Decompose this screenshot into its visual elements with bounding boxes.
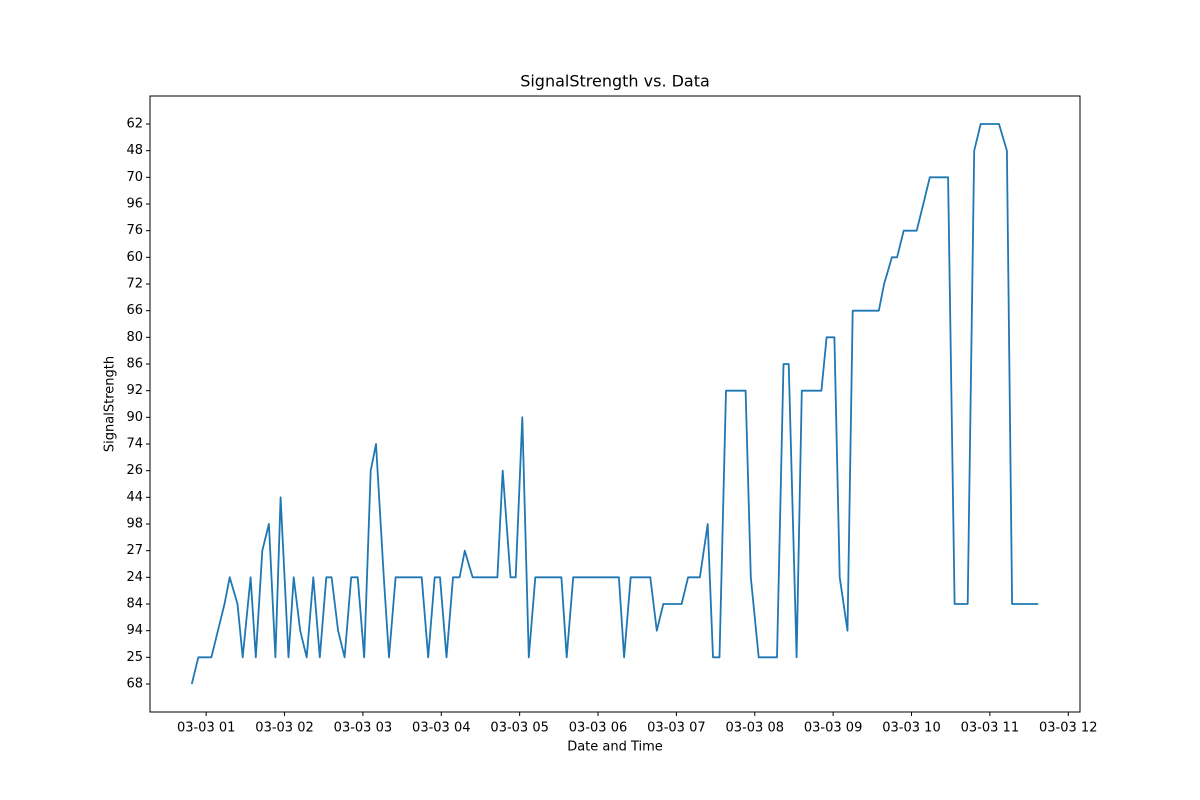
x-tick-label: 03-03 06 [569,721,627,736]
y-tick-label: 25 [126,650,143,665]
y-tick-label: 86 [126,357,143,372]
y-tick-label: 92 [126,383,143,398]
y-tick-label: 44 [126,490,143,505]
y-tick-label: 72 [126,277,143,292]
y-tick-label: 48 [126,143,143,158]
x-tick-label: 03-03 05 [490,721,548,736]
x-tick-label: 03-03 07 [647,721,705,736]
x-tick-label: 03-03 01 [177,721,235,736]
x-tick-label: 03-03 11 [961,721,1019,736]
y-tick-label: 62 [126,117,143,132]
y-tick-label: 76 [126,223,143,238]
x-tick-label: 03-03 08 [726,721,784,736]
y-tick-label: 98 [126,517,143,532]
y-tick-label: 74 [126,437,143,452]
y-tick-label: 70 [126,170,143,185]
y-axis-label: SignalStrength [103,356,118,452]
y-tick-label: 96 [126,197,143,212]
y-tick-label: 24 [126,570,143,585]
x-tick-label: 03-03 12 [1039,721,1097,736]
y-tick-label: 90 [126,410,143,425]
x-tick-label: 03-03 02 [255,721,313,736]
y-tick-label: 60 [126,250,143,265]
y-tick-label: 66 [126,303,143,318]
chart-title: SignalStrength vs. Data [520,72,710,91]
y-tick-label: 80 [126,330,143,345]
y-tick-label: 68 [126,677,143,692]
x-axis-label: Date and Time [567,740,663,755]
x-tick-label: 03-03 03 [334,721,392,736]
plot-frame [149,95,1081,713]
x-tick-label: 03-03 09 [804,721,862,736]
x-tick-label: 03-03 10 [882,721,940,736]
y-tick-label: 27 [126,543,143,558]
series-line [190,123,1039,685]
y-tick-label: 26 [126,463,143,478]
y-tick-label: 84 [126,597,143,612]
y-tick-label: 94 [126,623,143,638]
x-tick-label: 03-03 04 [412,721,470,736]
